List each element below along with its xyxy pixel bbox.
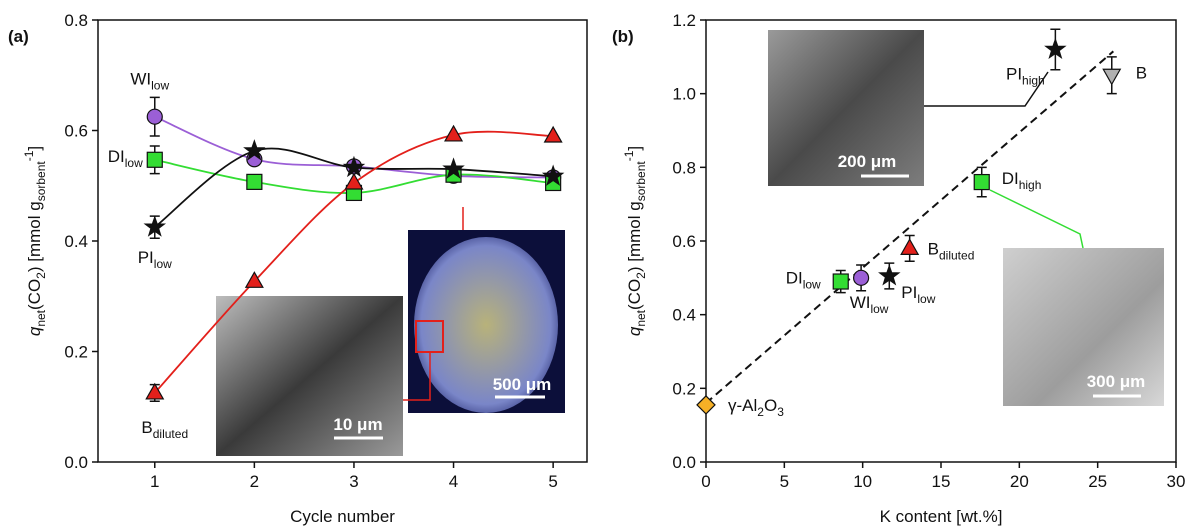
label-part: 3	[777, 405, 784, 419]
y-tick-label: 1.2	[672, 11, 696, 30]
label-part: γ-Al	[728, 396, 757, 415]
marker	[854, 270, 869, 285]
series-label: WIlow	[130, 70, 169, 93]
page: 10 μm 500 μm 200 μm 300 μm (a) 0.0 0.2 0.4 0…	[0, 0, 1188, 529]
series-label: Bdiluted	[928, 239, 975, 262]
scale-label: 10 μm	[333, 415, 382, 434]
x-tick-label: 15	[932, 472, 951, 491]
label-part: DI	[108, 147, 125, 166]
label-part: net	[634, 309, 648, 326]
label-part: sorbent	[634, 161, 648, 202]
marker	[545, 127, 562, 142]
marker	[901, 239, 918, 254]
x-axis-label: Cycle number	[290, 507, 395, 526]
y-tick-label: 0.4	[64, 232, 88, 251]
panel-label: (b)	[612, 27, 634, 46]
label-part: B	[141, 418, 152, 437]
y-tick-label: 0.6	[672, 232, 696, 251]
label-part: low	[870, 302, 888, 316]
label-part: -1	[22, 150, 36, 161]
label-part: WI	[850, 293, 871, 312]
label-part: low	[151, 79, 169, 93]
y-tick-label: 0.4	[672, 306, 696, 325]
label-part: (CO	[625, 279, 644, 310]
scale-label: 300 μm	[1087, 372, 1146, 391]
marker	[1103, 69, 1120, 84]
label-part: diluted	[153, 427, 188, 441]
label-part: PI	[138, 248, 154, 267]
label-part: ) [mmol g	[25, 201, 44, 272]
series-label: PIlow	[901, 283, 935, 306]
series-label: Bdiluted	[141, 418, 188, 441]
connector	[990, 190, 1083, 248]
x-tick-label: 25	[1088, 472, 1107, 491]
label-part: low	[803, 278, 821, 292]
y-tick-label: 0.2	[64, 343, 88, 362]
scale-label: 500 μm	[493, 375, 552, 394]
y-tick-label: 0.8	[64, 11, 88, 30]
marker	[247, 174, 262, 189]
x-tick-label: 1	[150, 472, 159, 491]
figure: 10 μm 500 μm 200 μm 300 μm (a) 0.0 0.2 0.4 0…	[0, 0, 1188, 529]
y-tick-label: 0.2	[672, 379, 696, 398]
series-label: WIlow	[850, 293, 889, 316]
label-part: O	[764, 396, 777, 415]
scale-label: 200 μm	[838, 152, 897, 171]
x-tick-label: 5	[548, 472, 557, 491]
y-tick-label: 0.6	[64, 122, 88, 141]
marker	[974, 175, 989, 190]
label-part: DI	[786, 269, 803, 288]
label-part: high	[1019, 178, 1042, 192]
marker	[147, 152, 162, 167]
x-tick-label: 0	[701, 472, 710, 491]
series-label: PIhigh	[1006, 64, 1045, 87]
series-label: B	[1136, 63, 1147, 82]
x-tick-label: 5	[780, 472, 789, 491]
x-tick-label: 20	[1010, 472, 1029, 491]
x-tick-label: 2	[250, 472, 259, 491]
label-part: ]	[25, 146, 44, 151]
label-part: sorbent	[34, 161, 48, 202]
label-part: DI	[1002, 169, 1019, 188]
label-part: B	[1136, 63, 1147, 82]
panel-label: (a)	[8, 27, 29, 46]
label-part: low	[125, 156, 143, 170]
label-part: ) [mmol g	[625, 201, 644, 272]
x-tick-label: 30	[1167, 472, 1186, 491]
series-label: γ-Al2O3	[728, 396, 784, 419]
label-part: ]	[625, 146, 644, 151]
label-part: (CO	[25, 279, 44, 310]
x-tick-label: 10	[853, 472, 872, 491]
series-label: DIhigh	[1002, 169, 1042, 192]
series-label: DIlow	[786, 269, 821, 292]
marker	[147, 109, 162, 124]
label-part: -1	[622, 150, 636, 161]
y-tick-label: 0.0	[64, 453, 88, 472]
x-axis-label: K content [wt.%]	[880, 507, 1003, 526]
series-label: PIlow	[138, 248, 172, 271]
label-part: PI	[901, 283, 917, 302]
label-part: B	[928, 239, 939, 258]
y-tick-label: 0.8	[672, 158, 696, 177]
x-tick-label: 3	[349, 472, 358, 491]
x-tick-label: 4	[449, 472, 458, 491]
y-tick-label: 1.0	[672, 85, 696, 104]
marker	[833, 274, 848, 289]
label-part: WI	[130, 70, 151, 89]
label-part: low	[154, 257, 172, 271]
label-part: diluted	[939, 248, 974, 262]
label-part: high	[1022, 73, 1045, 87]
y-axis-label: qnet(CO2) [mmol gsorbent-1]	[622, 146, 648, 336]
series-label: DIlow	[108, 147, 143, 170]
label-part: low	[917, 292, 935, 306]
y-tick-label: 0.0	[672, 453, 696, 472]
label-part: net	[34, 309, 48, 326]
label-part: PI	[1006, 64, 1022, 83]
y-axis-label: qnet(CO2) [mmol gsorbent-1]	[22, 146, 48, 336]
